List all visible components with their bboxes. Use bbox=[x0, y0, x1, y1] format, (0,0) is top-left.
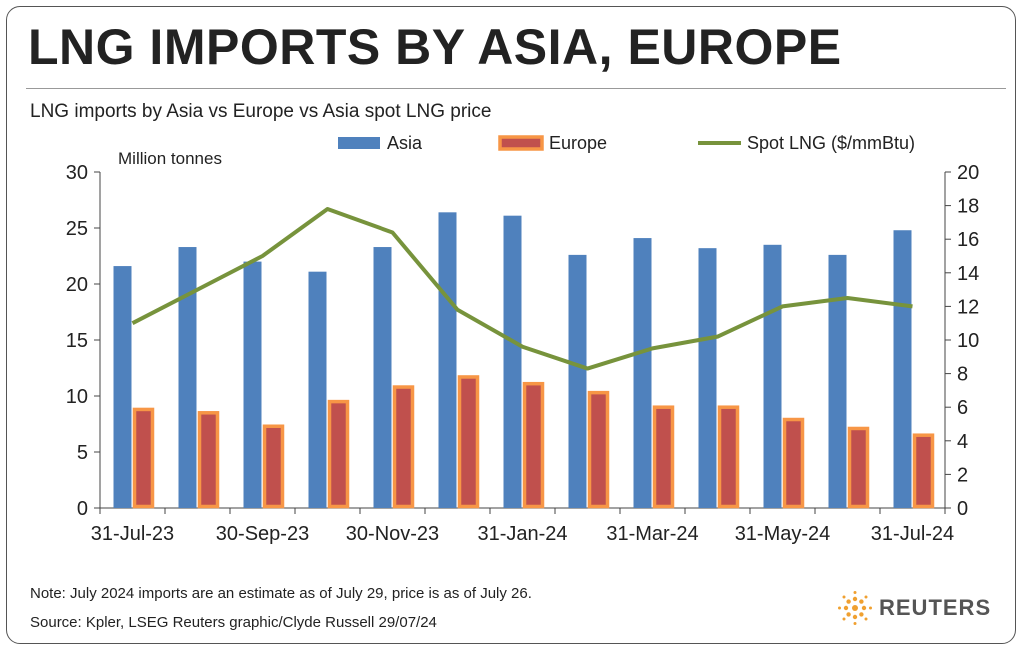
asia-bar bbox=[828, 254, 847, 508]
left-y-tick-label: 30 bbox=[66, 162, 88, 184]
asia-bar bbox=[373, 247, 392, 509]
footnote: Note: July 2024 imports are an estimate … bbox=[30, 585, 532, 602]
left-y-tick-label: 20 bbox=[66, 274, 88, 296]
right-y-tick-label: 16 bbox=[957, 229, 979, 251]
x-tick-label: 31-Jan-24 bbox=[477, 523, 567, 545]
asia-bars bbox=[113, 212, 912, 509]
axes: 0 5 10 15 20 25 30 0 2 4 6 8 10 12 14 16 18 20 31-Jul-23 30… bbox=[66, 149, 980, 545]
source-credit: Source: Kpler, LSEG Reuters graphic/Clyd… bbox=[30, 614, 437, 631]
x-tick-label: 31-Mar-24 bbox=[606, 523, 698, 545]
reuters-dot-logo-icon bbox=[838, 591, 872, 625]
right-y-tick-label: 18 bbox=[957, 196, 979, 218]
asia-bar bbox=[763, 244, 782, 509]
x-tick-label: 30-Sep-23 bbox=[216, 523, 309, 545]
right-y-tick-label: 2 bbox=[957, 464, 968, 486]
europe-bar bbox=[912, 433, 935, 509]
europe-bar bbox=[457, 375, 480, 509]
reuters-logo: REUTERS bbox=[837, 590, 991, 626]
europe-bar bbox=[262, 424, 285, 509]
y-axis-label: Million tonnes bbox=[118, 149, 222, 168]
title-divider bbox=[26, 88, 1006, 89]
left-y-tick-label: 10 bbox=[66, 386, 88, 408]
left-y-tick-label: 5 bbox=[77, 442, 88, 464]
chart-subtitle: LNG imports by Asia vs Europe vs Asia sp… bbox=[30, 101, 492, 122]
left-y-tick-label: 15 bbox=[66, 330, 88, 352]
europe-bar bbox=[132, 407, 155, 509]
spot-lng-series-line bbox=[131, 206, 913, 371]
europe-bar bbox=[522, 381, 545, 509]
asia-bar bbox=[503, 215, 522, 508]
right-y-tick-label: 12 bbox=[957, 296, 979, 318]
europe-bars bbox=[132, 375, 935, 509]
right-y-tick-label: 4 bbox=[957, 431, 968, 453]
x-tick-label: 31-Jul-23 bbox=[91, 523, 174, 545]
reuters-logo-text: REUTERS bbox=[879, 595, 992, 620]
asia-bar bbox=[568, 254, 587, 508]
legend-label-europe: Europe bbox=[549, 133, 607, 153]
legend-swatch-europe bbox=[498, 135, 544, 151]
chart-frame bbox=[6, 6, 1016, 644]
asia-bar bbox=[308, 271, 327, 508]
asia-bar bbox=[243, 261, 262, 508]
asia-bar bbox=[633, 238, 652, 508]
spot-lng-line bbox=[131, 206, 913, 371]
europe-bar bbox=[847, 426, 870, 509]
asia-bar bbox=[113, 266, 132, 508]
right-y-tick-label: 8 bbox=[957, 364, 968, 386]
right-y-tick-label: 6 bbox=[957, 397, 968, 419]
x-tick-label: 31-Jul-24 bbox=[871, 523, 954, 545]
europe-bar bbox=[652, 405, 675, 509]
europe-bar bbox=[327, 399, 350, 509]
asia-bar bbox=[698, 248, 717, 508]
asia-bar bbox=[438, 212, 457, 508]
asia-bar bbox=[178, 247, 197, 509]
right-y-tick-label: 10 bbox=[957, 330, 979, 352]
right-y-tick-label: 14 bbox=[957, 263, 979, 285]
legend-label-asia: Asia bbox=[387, 133, 423, 153]
europe-bar bbox=[717, 405, 740, 509]
right-y-tick-label: 0 bbox=[957, 498, 968, 520]
europe-bar bbox=[392, 385, 415, 509]
europe-bar bbox=[587, 390, 610, 509]
left-y-tick-label: 25 bbox=[66, 218, 88, 240]
x-tick-label: 31-May-24 bbox=[735, 523, 831, 545]
chart-title: LNG IMPORTS BY ASIA, EUROPE bbox=[28, 19, 842, 75]
right-y-tick-label: 20 bbox=[957, 162, 979, 184]
europe-bar bbox=[197, 411, 220, 509]
left-y-tick-label: 0 bbox=[77, 498, 88, 520]
europe-bar bbox=[782, 417, 805, 509]
legend-label-spot-lng: Spot LNG ($/mmBtu) bbox=[747, 133, 915, 153]
legend-swatch-asia bbox=[338, 137, 380, 149]
x-tick-label: 30-Nov-23 bbox=[346, 523, 439, 545]
legend: Asia Europe Spot LNG ($/mmBtu) bbox=[338, 133, 915, 153]
asia-bar bbox=[893, 230, 912, 509]
